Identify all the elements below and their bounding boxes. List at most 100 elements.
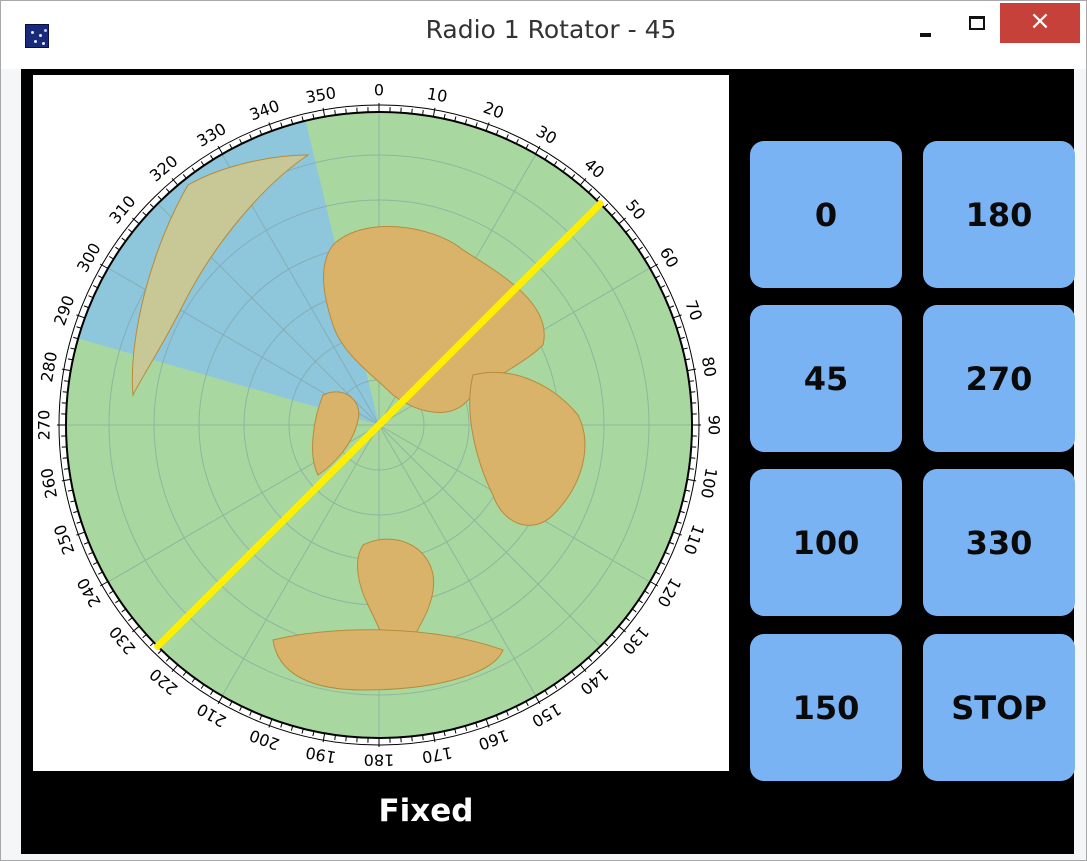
dial-tick: [217, 145, 223, 155]
window-title: Radio 1 Rotator - 45: [425, 15, 677, 44]
preset-45-button[interactable]: 45: [750, 305, 902, 452]
dial-tick: [676, 521, 682, 524]
dial-label: 80: [698, 355, 720, 378]
dial-tick: [200, 684, 205, 689]
dial-label: 190: [304, 743, 337, 767]
preset-150-button[interactable]: 150: [750, 634, 902, 781]
dial-tick: [596, 649, 601, 655]
land-antarctica: [272, 629, 504, 691]
preset-330-button[interactable]: 330: [923, 469, 1075, 616]
dial-tick: [99, 581, 109, 587]
dial-tick: [644, 590, 649, 594]
dial-label: 200: [247, 726, 282, 754]
dial-label: 10: [425, 84, 448, 106]
dial-tick: [443, 113, 446, 119]
azimuth-map-panel[interactable]: 0 10 20 30 40 50 60 70 80 90 100 110 120 130 140 150 160…: [33, 75, 729, 771]
preset-100-button[interactable]: 100: [750, 469, 902, 616]
dial-tick: [562, 677, 567, 683]
dial-tick: [76, 531, 86, 536]
dial-tick: [128, 617, 133, 622]
dial-tick: [132, 625, 140, 633]
dial-tick: [631, 237, 637, 242]
dial-tick: [182, 174, 187, 179]
dial-tick: [660, 285, 666, 289]
dial-ticks: [57, 103, 701, 747]
dial-tick: [229, 143, 233, 149]
dial-tick: [301, 116, 304, 122]
dial-label: 350: [304, 83, 337, 107]
dial-tick: [638, 599, 643, 604]
maximize-button[interactable]: [958, 7, 998, 45]
dial-tick: [301, 728, 304, 734]
dial-tick: [432, 107, 436, 117]
dial-tick: [290, 119, 294, 125]
dial-tick: [687, 368, 697, 372]
dial-tick: [505, 710, 509, 716]
dial-tick: [685, 358, 691, 361]
dial-label: 230: [105, 623, 139, 659]
preset-270-button[interactable]: 270: [923, 305, 1075, 452]
dial-tick: [588, 657, 593, 662]
dial-label: 340: [247, 96, 282, 124]
land-australasia: [131, 154, 310, 397]
dial-tick: [128, 228, 133, 233]
dial-tick: [157, 195, 162, 201]
dial-tick: [515, 138, 519, 144]
dial-label: 140: [577, 665, 613, 699]
dial-tick: [485, 718, 490, 728]
land-africa: [469, 371, 586, 526]
dial-tick: [191, 167, 196, 173]
dial-tick: [312, 731, 315, 737]
dial-tick: [334, 110, 336, 116]
dial-tick: [571, 671, 576, 676]
dial-label: 250: [50, 522, 78, 557]
dial-tick: [495, 129, 499, 135]
dial-tick: [200, 161, 205, 166]
stop-button[interactable]: STOP: [923, 634, 1075, 781]
close-button[interactable]: ×: [1000, 3, 1080, 43]
dial-tick: [611, 634, 616, 639]
preset-180-button[interactable]: 180: [923, 141, 1075, 288]
minimize-button[interactable]: [905, 7, 945, 45]
dial-label: 310: [105, 192, 139, 228]
dial-tick: [64, 468, 70, 470]
dial-tick: [618, 625, 626, 633]
dial-tick: [464, 725, 468, 731]
dial-tick: [618, 217, 626, 225]
dial-tick: [62, 391, 68, 393]
preset-0-button[interactable]: 0: [750, 141, 902, 288]
dial-tick: [432, 733, 436, 743]
dial-tick: [121, 237, 127, 242]
dial-label: 150: [529, 699, 565, 731]
dial-tick: [411, 108, 413, 114]
dial-tick: [157, 649, 162, 655]
dial-label: 120: [653, 575, 685, 611]
dial-tick: [664, 295, 670, 299]
dial-tick: [655, 275, 661, 279]
dial-tick: [679, 336, 685, 340]
dial-label: 20: [481, 98, 507, 123]
dial-label: 280: [37, 350, 61, 383]
dial-tick: [525, 143, 529, 149]
dial-tick: [142, 634, 147, 639]
dial-tick: [249, 710, 253, 716]
client-area: 0 10 20 30 40 50 60 70 80 90 100 110 120 130 140 150 160…: [21, 69, 1075, 854]
dial-tick: [149, 642, 155, 647]
dial-tick: [149, 203, 155, 208]
dial-tick: [73, 336, 79, 340]
dial-tick: [571, 174, 576, 179]
starfield-app-icon[interactable]: [25, 24, 49, 48]
land-north-america: [312, 391, 360, 476]
dial-label: 290: [50, 293, 78, 328]
dial-tick: [579, 178, 587, 186]
dial-tick: [61, 478, 71, 482]
dial-label: 0: [374, 81, 384, 100]
beam-heading-line: [154, 200, 604, 650]
dial-tick: [109, 256, 114, 260]
dial-tick: [61, 368, 71, 372]
dial-tick: [115, 246, 120, 251]
dial-label: 260: [37, 466, 61, 499]
dial-tick: [210, 155, 214, 160]
title-bar[interactable]: Radio 1 Rotator - 45 ×: [1, 1, 1086, 69]
